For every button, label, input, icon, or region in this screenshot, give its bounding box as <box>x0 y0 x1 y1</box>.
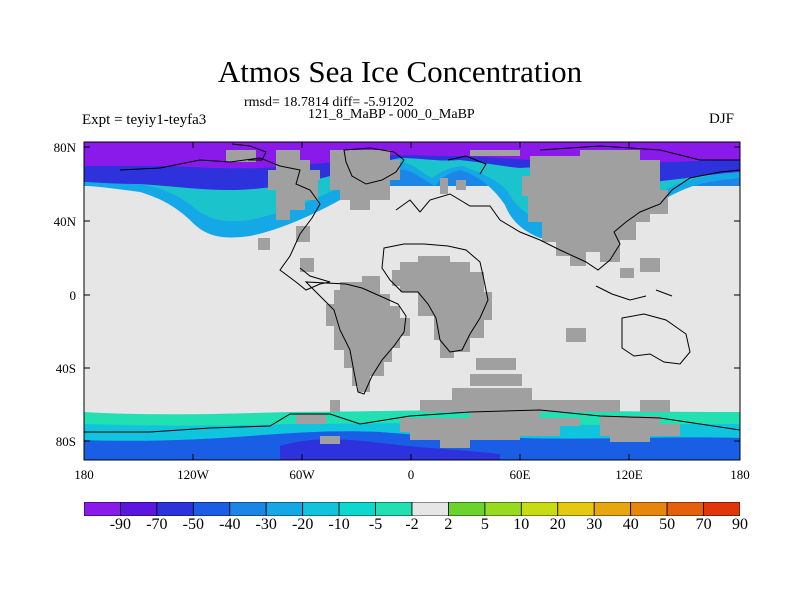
colorbar-label: -5 <box>368 516 383 533</box>
colorbar-swatch <box>448 502 486 516</box>
lat-label-0: 0 <box>69 288 77 303</box>
colorbar-label: 20 <box>549 516 566 533</box>
south-ice-band-dark-blue <box>280 439 500 460</box>
lon-label-120w: 120W <box>177 467 209 482</box>
lat-label-40s: 40S <box>55 361 76 376</box>
colorbar-label: -30 <box>255 516 277 533</box>
land-mask <box>226 150 680 448</box>
lat-label-80n: 80N <box>53 140 76 155</box>
colorbar-label: 40 <box>622 516 639 533</box>
lon-label-120e: 120E <box>615 467 643 482</box>
lat-label-80s: 80S <box>55 434 76 449</box>
lon-label-180e: 180 <box>730 467 750 482</box>
colorbar-swatch <box>265 502 304 516</box>
colorbar-swatch <box>593 502 632 516</box>
colorbar <box>84 502 740 516</box>
colorbar-label: -90 <box>109 516 132 533</box>
rmsd-diff-stats: rmsd= 18.7814 diff= -5.91202 <box>244 95 414 110</box>
coastlines <box>84 143 740 433</box>
colorbar-label: 50 <box>659 516 676 533</box>
south-ice-band-blue <box>84 431 740 460</box>
colorbar-swatch <box>557 502 595 516</box>
colorbar-label: 10 <box>513 516 530 533</box>
colorbar-swatch <box>120 502 158 516</box>
colorbar-label: 30 <box>586 516 603 533</box>
colorbar-label: 90 <box>732 516 748 533</box>
colorbar-label: 2 <box>444 516 453 533</box>
experiment-label: Expt = teyiy1-teyfa3 <box>82 112 207 128</box>
colorbar-swatch <box>520 502 559 516</box>
colorbar-swatch <box>302 502 340 516</box>
colorbar-label: 5 <box>480 516 489 533</box>
map-field <box>84 142 740 460</box>
colorbar-label: -40 <box>219 516 241 533</box>
colorbar-swatch <box>630 502 668 516</box>
lon-label-60w: 60W <box>289 467 315 482</box>
colorbar-label: -2 <box>405 516 419 533</box>
colorbar-swatch <box>375 502 413 516</box>
lon-label-0: 0 <box>407 467 415 482</box>
colorbar-swatch <box>156 502 194 516</box>
colorbar-label: -50 <box>182 516 204 533</box>
colorbar-swatch <box>192 502 231 516</box>
colorbar-swatch <box>703 502 740 516</box>
map-frame <box>83 141 741 461</box>
experiment-subtitle: 121_8_MaBP - 000_0_MaBP <box>308 107 475 122</box>
page-title: Atmos Sea Ice Concentration <box>217 54 583 89</box>
colorbar-swatch <box>411 502 449 516</box>
colorbar-swatch <box>484 502 522 516</box>
colorbar-swatch <box>84 502 121 516</box>
season-label: DJF <box>709 111 735 127</box>
colorbar-swatch <box>229 502 267 516</box>
colorbar-swatch <box>666 502 704 516</box>
lon-label-180w: 180 <box>74 467 94 482</box>
colorbar-swatch <box>338 502 376 516</box>
colorbar-label: -70 <box>146 516 168 533</box>
colorbar-label: 70 <box>695 516 712 533</box>
lon-label-60e: 60E <box>509 467 531 482</box>
colorbar-label: -20 <box>292 516 314 533</box>
lat-label-40n: 40N <box>53 214 76 229</box>
colorbar-label: -10 <box>328 516 350 533</box>
axis-ticks <box>84 142 740 460</box>
